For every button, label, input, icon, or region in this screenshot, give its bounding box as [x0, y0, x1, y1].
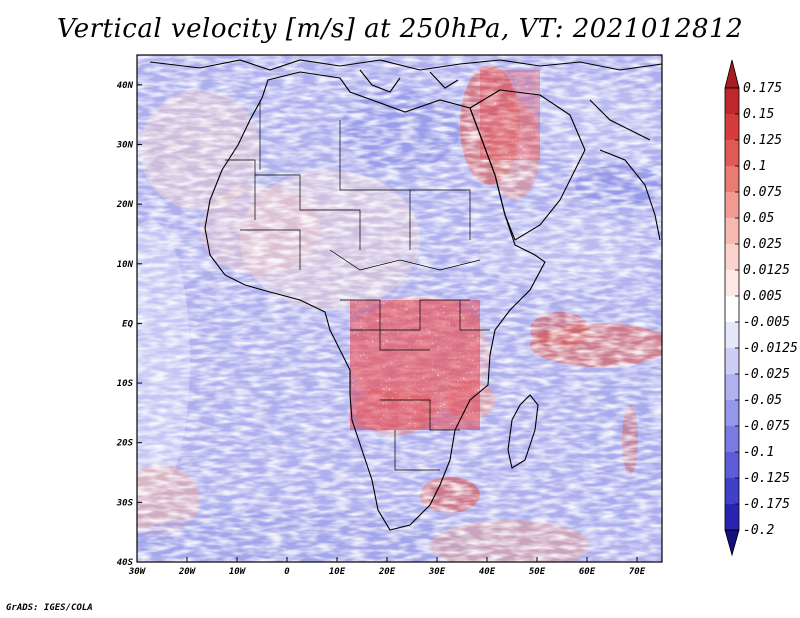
colorbar-label: -0.075	[743, 419, 790, 434]
colorbar-segment	[725, 218, 739, 244]
colorbar-segment	[725, 452, 739, 478]
colorbar-label: -0.05	[743, 393, 782, 408]
colorbar-label: 0.125	[743, 133, 782, 148]
colorbar-segment	[725, 114, 739, 140]
arabia-coastline	[469, 89, 586, 241]
grads-credit: GrADS: IGES/COLA	[6, 603, 93, 613]
velocity-field	[137, 55, 662, 562]
lon-tick-label: 0	[284, 567, 290, 577]
colorbar-segment	[725, 322, 739, 348]
lat-tick-label: 10N	[117, 260, 134, 270]
lat-tick-label: 40S	[117, 558, 134, 568]
lon-tick-label: 10W	[229, 567, 247, 577]
convective-speckle	[350, 300, 480, 430]
colorbar-label: -0.125	[743, 471, 790, 486]
colorbar-segment	[725, 400, 739, 426]
colorbar-segment	[725, 478, 739, 504]
colorbar-segment	[725, 166, 739, 192]
lat-axis: 40N 30N 20N 10N EQ 10S 20S 30S 40S	[116, 81, 142, 568]
colorbar-label: 0.0125	[743, 263, 790, 278]
lon-axis: 30W 20W 10W 0 10E 20E 30E 40E 50E 60E 70E	[128, 557, 646, 577]
colorbar-label: 0.15	[743, 107, 774, 122]
colorbar-segment	[725, 192, 739, 218]
europe-coastline	[149, 59, 662, 71]
coastlines	[149, 59, 662, 531]
colorbar-label: -0.175	[743, 497, 790, 512]
colorbar-segment	[725, 426, 739, 452]
colorbar-label: 0.005	[743, 289, 782, 304]
lon-tick-label: 10E	[329, 567, 346, 577]
colorbar-segment	[725, 88, 739, 114]
colorbar-label: 0.175	[743, 81, 782, 96]
lat-tick-label: 20S	[116, 439, 134, 449]
lat-tick-label: 10S	[117, 379, 134, 389]
plot-frame	[136, 54, 663, 563]
colorbar-segment	[725, 374, 739, 400]
lat-tick-label: 20N	[116, 200, 134, 210]
colorbar-segment	[725, 504, 739, 530]
country-borders	[225, 100, 490, 471]
lat-tick-label: 30S	[116, 498, 134, 508]
colorbar-label: -0.1	[743, 445, 774, 460]
lon-tick-label: 70E	[629, 567, 646, 577]
colorbar-label: 0.025	[743, 237, 782, 252]
lon-tick-label: 30W	[128, 567, 147, 577]
lon-tick-label: 60E	[579, 567, 596, 577]
colorbar-label: -0.2	[743, 523, 774, 538]
colorbar-label: -0.0125	[743, 341, 798, 356]
colorbar-bottom-arrow	[724, 529, 740, 557]
colorbar-segment	[725, 348, 739, 374]
colorbar-label: 0.075	[743, 185, 782, 200]
lon-tick-label: 50E	[529, 567, 546, 577]
colorbar-segment	[725, 244, 739, 270]
colorbar-label: -0.025	[743, 367, 790, 382]
colorbar-segment	[725, 296, 739, 322]
lat-tick-label: 40N	[117, 81, 134, 91]
lat-tick-label: 30N	[116, 140, 134, 150]
colorbar-frame	[724, 87, 740, 531]
colorbar-label: 0.05	[743, 211, 774, 226]
colorbar: 0.175 0.15 0.125 0.1 0.075 0.05 0.025 0.0125 0.0…	[724, 59, 798, 557]
map-title: Vertical velocity [m/s] at 250hPa, VT: 2…	[56, 14, 744, 44]
colorbar-label: 0.1	[743, 159, 766, 174]
colorbar-label: -0.005	[743, 315, 790, 330]
colorbar-segment	[725, 270, 739, 296]
lon-tick-label: 20E	[378, 567, 396, 577]
lon-tick-label: 40E	[479, 567, 496, 577]
india-coastline	[599, 149, 661, 241]
lon-tick-label: 20W	[178, 567, 197, 577]
colorbar-top-arrow	[724, 59, 740, 89]
lat-tick-label: EQ	[122, 319, 133, 329]
lon-tick-label: 30E	[428, 567, 446, 577]
colorbar-segment	[725, 140, 739, 166]
madagascar-coastline	[507, 394, 539, 469]
